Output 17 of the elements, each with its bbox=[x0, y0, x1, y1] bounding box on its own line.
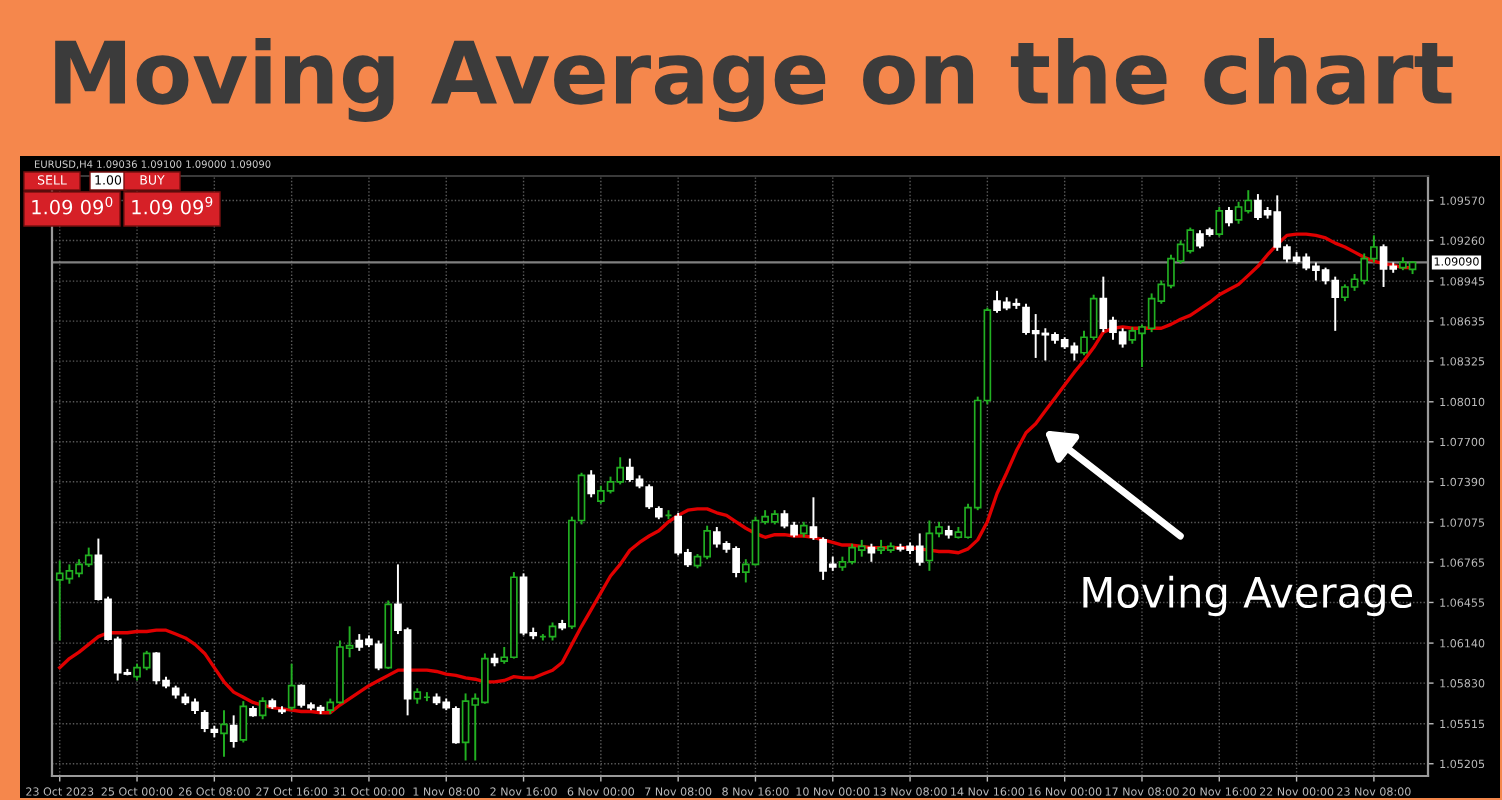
candlestick bbox=[867, 542, 876, 563]
candlestick bbox=[229, 714, 238, 749]
candlestick bbox=[239, 700, 248, 744]
candlestick bbox=[1225, 206, 1233, 228]
candlestick bbox=[452, 705, 460, 745]
annotation: 1.09 09$^{0}$ bbox=[32, 196, 113, 215]
candlestick bbox=[258, 696, 267, 721]
candlestick bbox=[548, 621, 557, 642]
text: Moving Average bbox=[1083, 575, 1413, 617]
chart-title: Moving Average on the chart bbox=[55, 37, 1453, 123]
annotation: 1.09 09$^{9}$ bbox=[132, 196, 213, 215]
candlestick bbox=[287, 662, 296, 712]
candlestick bbox=[220, 709, 228, 758]
candlestick bbox=[200, 709, 209, 734]
candlestick bbox=[587, 469, 596, 499]
candlestick bbox=[809, 496, 818, 541]
candlestick bbox=[1215, 206, 1224, 238]
